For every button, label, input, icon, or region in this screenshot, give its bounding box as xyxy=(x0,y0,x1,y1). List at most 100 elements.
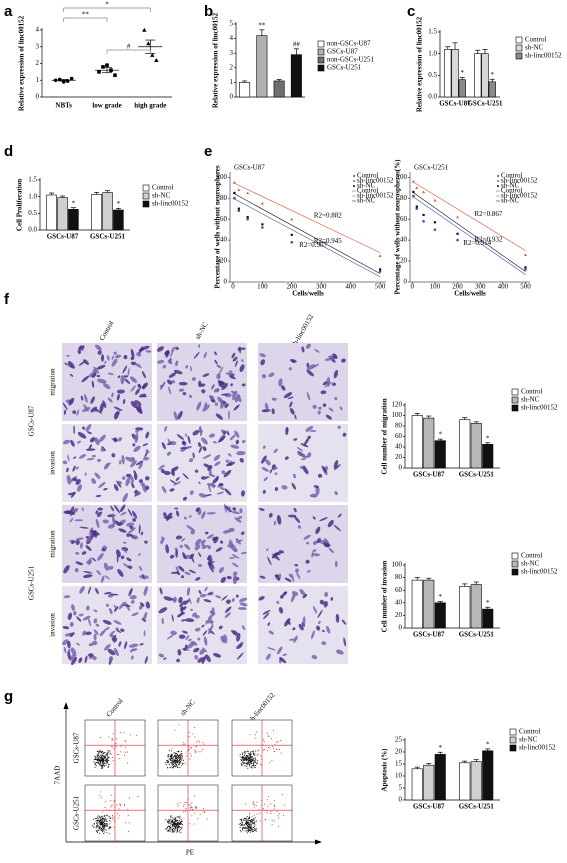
legend-marker xyxy=(353,175,355,177)
point xyxy=(378,270,382,273)
legend-swatch xyxy=(317,56,325,64)
event xyxy=(113,801,115,803)
cell xyxy=(92,655,97,661)
cell xyxy=(113,647,119,657)
event xyxy=(168,821,170,823)
point xyxy=(233,191,236,195)
event xyxy=(97,750,99,752)
legend-label: Control xyxy=(521,388,542,396)
cell xyxy=(102,519,109,524)
y-tick-label: 0 xyxy=(36,93,40,101)
event xyxy=(259,820,262,822)
y-tick-label: 40 xyxy=(395,443,403,451)
legend-label: sh-linc00152 xyxy=(152,200,189,208)
event xyxy=(249,812,251,814)
cell xyxy=(62,626,70,630)
event xyxy=(246,755,248,757)
cell xyxy=(182,552,187,560)
event xyxy=(179,802,181,804)
cell xyxy=(191,377,196,381)
event xyxy=(176,763,178,765)
cell xyxy=(284,618,291,627)
point xyxy=(415,186,419,189)
event xyxy=(127,814,129,817)
event xyxy=(103,817,105,819)
cell xyxy=(293,473,296,479)
event xyxy=(165,828,167,830)
legend-marker xyxy=(497,185,499,187)
event xyxy=(266,812,268,814)
cell xyxy=(122,547,127,554)
event xyxy=(252,830,254,832)
event xyxy=(174,829,176,831)
cell xyxy=(69,373,74,377)
point xyxy=(290,217,294,221)
event xyxy=(242,754,244,756)
event xyxy=(100,749,102,751)
y-tick-label: 3 xyxy=(230,49,234,57)
cell xyxy=(259,353,266,358)
event xyxy=(100,756,102,758)
cell xyxy=(274,551,282,556)
cell xyxy=(294,564,299,567)
cell xyxy=(223,503,227,513)
event xyxy=(251,754,253,756)
cell xyxy=(163,596,173,601)
cell xyxy=(210,619,214,628)
cell xyxy=(188,394,193,399)
legend-label: non-GSCs-U251 xyxy=(327,56,375,64)
cell xyxy=(175,566,180,573)
event xyxy=(179,820,181,822)
cell xyxy=(318,406,322,410)
cell xyxy=(209,629,212,634)
event xyxy=(179,757,181,759)
cell xyxy=(215,413,223,420)
cell xyxy=(131,612,139,617)
y-tick-label: 0 xyxy=(399,464,403,472)
cell xyxy=(162,364,167,369)
cell xyxy=(214,461,221,467)
event xyxy=(180,758,182,760)
cell xyxy=(161,617,164,625)
cell xyxy=(220,393,229,396)
event xyxy=(185,808,187,810)
cell xyxy=(120,511,127,516)
cell xyxy=(217,380,225,386)
cell xyxy=(200,430,203,437)
cell xyxy=(290,593,296,603)
event xyxy=(174,828,176,830)
cell xyxy=(238,597,248,603)
event xyxy=(171,763,173,765)
significance: * xyxy=(72,199,76,207)
cell xyxy=(240,531,245,535)
cell xyxy=(70,491,76,498)
event xyxy=(123,732,125,734)
cell xyxy=(234,360,238,367)
event xyxy=(282,815,285,817)
event xyxy=(110,753,112,756)
r2-label: R2=0.914 xyxy=(463,239,491,247)
significance: * xyxy=(438,593,442,601)
cell xyxy=(166,633,175,640)
event xyxy=(247,827,249,829)
event xyxy=(100,760,102,762)
cell xyxy=(115,354,122,359)
event xyxy=(262,749,265,751)
cell xyxy=(198,493,207,498)
cell xyxy=(75,552,80,555)
event xyxy=(263,748,265,750)
cell xyxy=(234,430,240,438)
cell xyxy=(138,346,144,354)
column-label: sh-NC xyxy=(194,321,210,341)
event xyxy=(180,765,182,767)
significance: ## xyxy=(293,40,301,48)
cell xyxy=(142,443,149,447)
event xyxy=(98,749,100,751)
event xyxy=(252,803,254,805)
cell xyxy=(103,591,112,595)
event xyxy=(96,825,98,827)
event xyxy=(239,818,241,820)
event xyxy=(166,826,169,828)
cell xyxy=(297,525,302,529)
event xyxy=(97,830,99,832)
